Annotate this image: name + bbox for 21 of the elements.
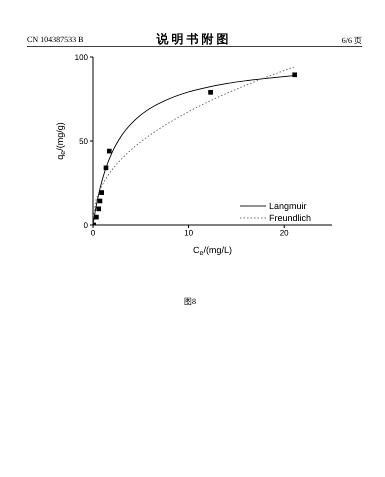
point (104, 166, 108, 170)
legend-label: Langmuir (269, 201, 307, 211)
point (96, 206, 102, 212)
text: 6/6 页 (342, 35, 362, 46)
point (292, 72, 298, 78)
x-tick-label: 20 (280, 228, 290, 238)
text: CN 104387533 B (27, 35, 84, 44)
x-tick-label: 10 (184, 228, 194, 238)
y-tick-label: 100 (74, 52, 89, 62)
caption: 图8 (183, 296, 197, 307)
text: 说 明 书 附 图 (155, 31, 230, 48)
x-tick-label: 0 (90, 228, 96, 238)
point (94, 214, 99, 220)
y-tick-label: 50 (79, 136, 89, 146)
legend-label: Freundlich (269, 213, 312, 223)
point (106, 148, 112, 154)
point (208, 90, 213, 95)
x-axis-title: C$_{e}$/(mg/L) (193, 245, 232, 258)
y-tick-label: 0 (84, 220, 89, 230)
point (98, 198, 102, 204)
point (99, 190, 104, 195)
